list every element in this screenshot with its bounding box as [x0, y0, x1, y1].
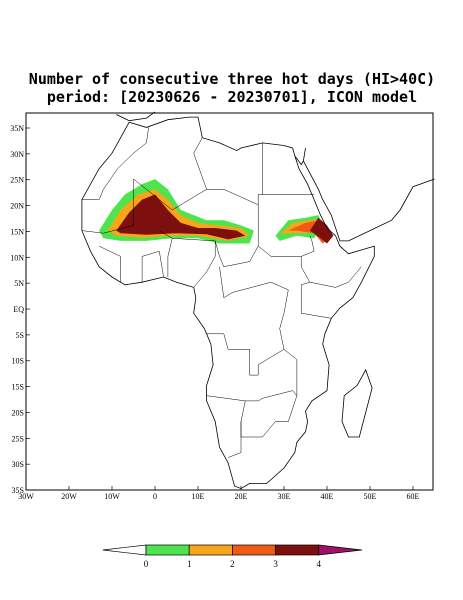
hot-days-field	[99, 179, 334, 244]
lat-label: 30S	[12, 460, 24, 469]
lat-label: 20N	[10, 202, 24, 211]
madagascar	[341, 368, 373, 438]
border	[228, 421, 242, 458]
border	[98, 245, 121, 283]
border	[141, 250, 164, 283]
lon-label: 10W	[104, 492, 120, 501]
arabia-coast	[303, 160, 435, 242]
lon-label: 50E	[364, 492, 377, 501]
lat-label: 30N	[10, 150, 24, 159]
colorbar-bin	[188, 544, 233, 556]
colorbar-label: 2	[230, 559, 235, 569]
lon-label: 20W	[61, 492, 77, 501]
colorbar-over	[318, 544, 363, 556]
border	[81, 127, 149, 200]
colorbar-label: 0	[144, 559, 149, 569]
border	[206, 333, 285, 376]
lat-label: 5S	[16, 331, 24, 340]
colorbar-label: 4	[317, 559, 322, 569]
hot-area	[309, 217, 334, 244]
lon-label: 40E	[321, 492, 334, 501]
lat-label: 15N	[10, 227, 24, 236]
border	[193, 240, 216, 288]
lat-label: 25N	[10, 176, 24, 185]
border	[81, 179, 134, 234]
border	[301, 235, 315, 257]
lat-label: 10S	[12, 357, 24, 366]
lon-label: 20E	[235, 492, 248, 501]
border	[301, 312, 332, 319]
border	[206, 395, 246, 402]
lat-label: 15S	[12, 383, 24, 392]
africa-coast	[81, 116, 375, 490]
lat-label: 35S	[12, 486, 24, 495]
lon-label: 60E	[407, 492, 420, 501]
lat-label: 20S	[12, 408, 24, 417]
coastlines	[81, 111, 435, 490]
colorbar-label: 3	[273, 559, 278, 569]
colorbar-bin	[232, 544, 276, 556]
title-line: Number of consecutive three hot days (HI…	[29, 70, 435, 88]
colorbar-under	[102, 544, 147, 556]
colorbar-label: 1	[187, 559, 192, 569]
lat-label: 10N	[10, 253, 24, 262]
lat-label: EQ	[13, 305, 24, 314]
border	[257, 194, 263, 205]
border	[193, 153, 207, 190]
title-line: period: [20230626 - 20230701], ICON mode…	[47, 88, 417, 106]
map-frame	[25, 112, 434, 491]
lat-label: 35N	[10, 124, 24, 133]
colorbar-bin	[145, 544, 190, 556]
border	[219, 266, 298, 438]
hot-area	[116, 194, 246, 240]
lon-label: 30W	[18, 492, 34, 501]
lon-label: 0	[153, 492, 157, 501]
lat-label: 5N	[14, 279, 24, 288]
lon-label: 10E	[192, 492, 205, 501]
border	[167, 238, 173, 277]
lon-label: 30E	[278, 492, 291, 501]
iberia	[116, 111, 156, 122]
lat-label: 25S	[12, 434, 24, 443]
colorbar-bin	[275, 544, 320, 556]
border	[262, 390, 298, 399]
border	[193, 137, 203, 154]
border	[300, 281, 310, 314]
sinai	[294, 147, 306, 166]
border	[258, 245, 362, 288]
